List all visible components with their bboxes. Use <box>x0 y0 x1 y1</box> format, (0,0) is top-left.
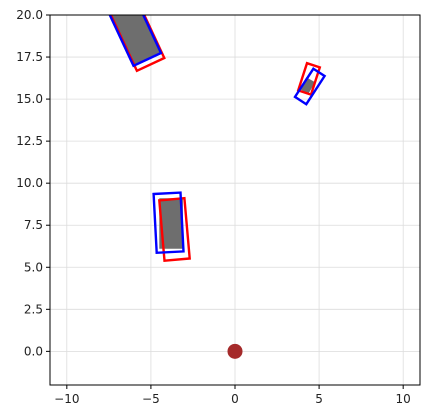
y-tick-label: 0.0 <box>24 344 43 358</box>
object-boxes <box>108 15 327 262</box>
y-tick-label: 12.5 <box>16 134 43 148</box>
y-tick-label: 2.5 <box>24 302 43 316</box>
ego-point <box>227 343 243 359</box>
object-2-red-box <box>296 61 322 97</box>
y-tick-label: 15.0 <box>16 92 43 106</box>
grid-lines <box>50 14 420 385</box>
object-2-filled-box <box>299 77 316 94</box>
object-2-blue-box <box>293 67 327 106</box>
axis-ticks: −10 −5 0 5 10 0.0 2.5 5.0 7.5 10.0 12.5 15.0 17.5 20.… <box>16 8 411 406</box>
object-3-filled-box <box>159 198 183 249</box>
x-tick-label: 10 <box>396 392 411 406</box>
y-tick-label: 5.0 <box>24 260 43 274</box>
ego-marker-layer <box>227 343 243 359</box>
y-tick-label: 10.0 <box>16 176 43 190</box>
x-tick-label: 5 <box>315 392 323 406</box>
y-tick-label: 7.5 <box>24 218 43 232</box>
object-3-red-box <box>158 196 192 262</box>
object-1-blue-box <box>108 15 163 68</box>
y-tick-label: 20.0 <box>16 8 43 22</box>
y-tick-label: 17.5 <box>16 50 43 64</box>
object-3-blue-box <box>152 191 185 255</box>
x-tick-label: −5 <box>142 392 160 406</box>
x-tick-label: −10 <box>54 392 79 406</box>
x-tick-label: 0 <box>231 392 239 406</box>
